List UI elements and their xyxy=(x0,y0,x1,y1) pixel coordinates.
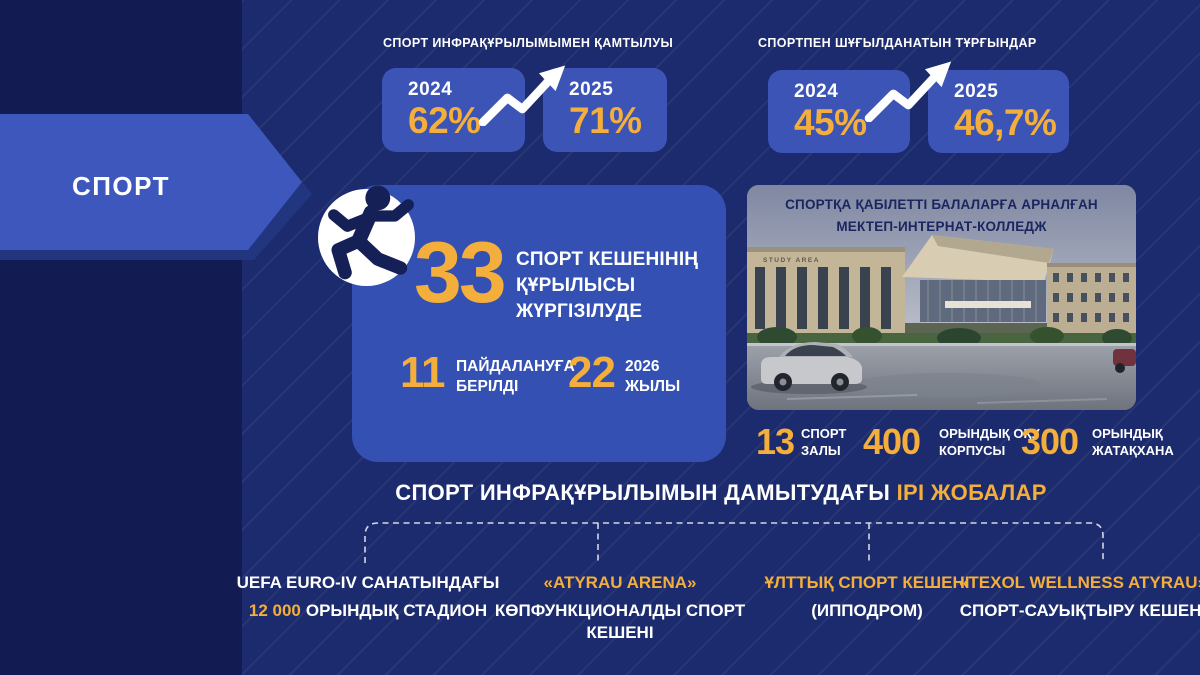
school-photo-card: STUDY AREA xyxy=(747,185,1136,410)
photo-caption-line1: СПОРТҚА ҚАБІЛЕТТІ БАЛАЛАРҒА АРНАЛҒАН xyxy=(785,197,1098,212)
school-photo: STUDY AREA xyxy=(747,185,1136,410)
percent-value: 62% xyxy=(408,100,481,141)
participation-title: СПОРТПЕН ШҰҒЫЛДАНАТЫН ТҰРҒЫНДАР xyxy=(758,36,1037,50)
building-sign: STUDY AREA xyxy=(763,257,820,264)
participation-to-card: 2025 46,7% xyxy=(928,70,1069,153)
project-item-texol-wellness: «TEXOL WELLNESS ATYRAU» СПОРТ-САУЫҚТЫРУ … xyxy=(948,572,1200,622)
photo-caption: СПОРТҚА ҚАБІЛЕТТІ БАЛАЛАРҒА АРНАЛҒАН МЕК… xyxy=(747,194,1136,237)
project-line2: КӨПФУНКЦИОНАЛДЫ СПОРТ КЕШЕНІ xyxy=(494,601,746,643)
section-label: СПОРТ xyxy=(71,171,171,201)
gyms-label: СПОРТ ЗАЛЫ xyxy=(801,426,847,458)
project-item-stadium: UEFA EURO-IV САНАТЫНДАҒЫ 12 000 ОРЫНДЫҚ С… xyxy=(233,572,503,622)
section-arrow-banner xyxy=(0,114,312,260)
projects-title-main: СПОРТ ИНФРАҚҰРЫЛЫМЫН ДАМЫТУДАҒЫ xyxy=(395,480,891,505)
coverage-from-card: 2024 62% xyxy=(382,68,525,152)
percent-value: 46,7% xyxy=(954,102,1057,143)
study-seats-label: ОРЫНДЫҚ ОҚУ КОРПУСЫ xyxy=(939,426,1040,458)
year-label: 2025 xyxy=(954,81,999,102)
due-label: 2026 ЖЫЛЫ xyxy=(625,358,681,396)
project-line1: ҰЛТТЫҚ СПОРТ КЕШЕНІ xyxy=(764,573,970,592)
project-line1: «TEXOL WELLNESS ATYRAU» xyxy=(958,573,1200,592)
percent-value: 71% xyxy=(569,100,642,141)
project-line2: (ИППОДРОМ) xyxy=(811,601,923,621)
trend-arrow-icon xyxy=(478,65,566,126)
year-label: 2024 xyxy=(794,81,839,102)
project-item-national-complex: ҰЛТТЫҚ СПОРТ КЕШЕНІ (ИППОДРОМ) xyxy=(732,572,1002,622)
year-label: 2024 xyxy=(408,79,453,100)
commissioned-count: 11 xyxy=(400,348,446,397)
photo-caption-line2: МЕКТЕП-ИНТЕРНАТ-КОЛЛЕДЖ xyxy=(836,218,1047,234)
dorm-seats-label: ОРЫНДЫҚ ЖАТАҚХАНА xyxy=(1092,426,1174,458)
year-label: 2025 xyxy=(569,79,614,100)
project-line1: UEFA EURO-IV САНАТЫНДАҒЫ xyxy=(236,573,500,592)
coverage-title: СПОРТ ИНФРАҚҰРЫЛЫМЫМЕН ҚАМТЫЛУЫ xyxy=(383,36,674,50)
project-line2: 12 000 ОРЫНДЫҚ СТАДИОН xyxy=(248,601,488,621)
coverage-to-card: 2025 71% xyxy=(543,68,667,152)
due-count: 22 xyxy=(568,348,616,397)
percent-value: 45% xyxy=(794,102,867,143)
trend-arrow-icon xyxy=(864,61,952,122)
project-line2: СПОРТ-САУЫҚТЫРУ КЕШЕНІ xyxy=(959,601,1200,621)
dorm-seats-count: 300 xyxy=(1021,421,1079,462)
commissioned-label: ПАЙДАЛАНУҒА БЕРІЛДІ xyxy=(456,358,575,396)
projects-title-accent: ІРІ ЖОБАЛАР xyxy=(896,480,1047,505)
study-seats-count: 400 xyxy=(863,421,921,462)
seats-value: 12 000 xyxy=(248,601,301,621)
construction-label: СПОРТ КЕШЕНІНІҢ ҚҰРЫЛЫСЫ ЖҮРГІЗІЛУДЕ xyxy=(516,249,699,323)
construction-count: 33 xyxy=(414,225,507,321)
projects-title: СПОРТ ИНФРАҚҰРЫЛЫМЫН ДАМЫТУДАҒЫ ІРІ ЖОБА… xyxy=(242,480,1200,506)
left-panel xyxy=(0,0,242,675)
project-item-atyrau-arena: «ATYRAU ARENA» КӨПФУНКЦИОНАЛДЫ СПОРТ КЕШ… xyxy=(485,572,755,644)
gyms-count: 13 xyxy=(756,421,795,462)
runner-icon xyxy=(318,185,415,286)
participation-from-card: 2024 45% xyxy=(768,70,910,153)
project-line1: «ATYRAU ARENA» xyxy=(543,573,697,592)
